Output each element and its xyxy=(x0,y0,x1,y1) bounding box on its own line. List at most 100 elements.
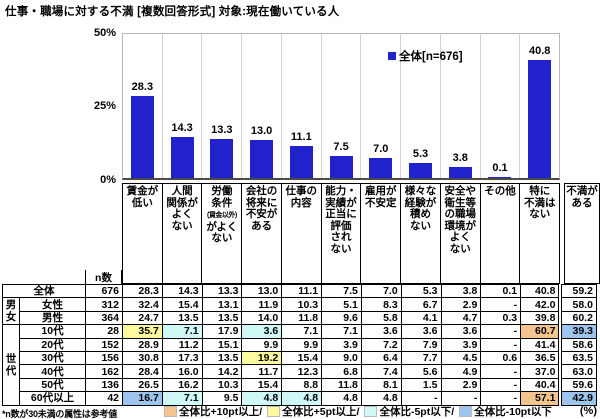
legend-color-swatch xyxy=(164,406,177,417)
category-label-dissatisfied: 不満が ある xyxy=(564,183,600,284)
table-cell: 7.2 xyxy=(360,337,402,352)
table-cell: 15.4 xyxy=(241,377,283,393)
chart-column: 5.3 xyxy=(401,34,441,178)
table-cell: - xyxy=(480,364,522,379)
table-cell: 2.9 xyxy=(440,377,482,393)
table-cell: 5.8 xyxy=(360,310,402,326)
bar-value-label: 40.8 xyxy=(529,44,551,57)
legend-color-label: 全体比+10pt以上/ xyxy=(179,406,263,418)
bar-chart-plot-area: 28.3 14.3 13.3 13.0 11.1 7.5 7.0 5.3 3.8 0.1 40.8 xyxy=(122,33,560,180)
chart-column: 28.3 xyxy=(123,34,163,178)
category-label: 雇用が 不安定 xyxy=(360,183,402,284)
n-value: 312 xyxy=(85,297,123,312)
table-cell: 36.5 xyxy=(520,350,561,366)
table-cell: 3.8 xyxy=(440,283,482,299)
table-cell: 5.1 xyxy=(321,297,362,312)
table-cell: 4.8 xyxy=(241,391,283,406)
table-cell: 19.2 xyxy=(241,350,283,366)
category-label: 能力・ 実績が 正当に 評価 され ない xyxy=(320,183,362,284)
table-cell: 41.4 xyxy=(520,337,561,352)
table-cell: - xyxy=(480,297,522,312)
table-cell: 26.5 xyxy=(122,377,163,393)
table-cell: 17.9 xyxy=(201,324,243,339)
table-cell: 32.4 xyxy=(122,297,163,312)
bar xyxy=(448,166,472,178)
category-label: 安全や 衛生等 の職場 環境が よく ない xyxy=(439,183,481,284)
bar xyxy=(210,139,234,178)
table-cell: 11.8 xyxy=(281,310,323,326)
table-cell: 14.2 xyxy=(201,364,243,379)
chart-column: 3.8 xyxy=(441,34,481,178)
table-cell: 6.4 xyxy=(360,350,402,366)
table-cell: 0.1 xyxy=(480,283,522,299)
table-cell: 10.3 xyxy=(201,377,243,393)
table-row: 40代 162 28.4 16.0 14.2 11.7 12.3 6.8 7.4 5.6 4.9-3… xyxy=(3,364,597,379)
table-cell: 35.7 xyxy=(122,324,163,339)
table-cell: 9.5 xyxy=(201,391,243,406)
category-label: 労働 条件 (賃金以外) がよく ない xyxy=(201,183,243,284)
chart-column: 0.1 xyxy=(481,34,521,178)
legend-color-swatch xyxy=(364,406,378,417)
table-cell: - xyxy=(480,391,522,406)
bar-value-label: 13.3 xyxy=(211,124,233,137)
chart-column: 7.5 xyxy=(322,34,362,178)
table-cell: 16.0 xyxy=(161,364,203,379)
n-value: 364 xyxy=(85,310,123,326)
table-cell: 4.8 xyxy=(281,391,323,406)
table-cell: 13.0 xyxy=(241,283,283,299)
table-row: 全体 676 28.3 14.3 13.3 13.0 11.1 7.5 7.0 5.3 3.8 0.1… xyxy=(2,283,597,299)
table-cell: 1.5 xyxy=(400,377,442,393)
bar-value-label: 14.3 xyxy=(171,121,193,134)
bar xyxy=(409,162,432,178)
table-cell: 28.3 xyxy=(122,283,163,299)
category-label: 会社の 将来に 不安が ある xyxy=(241,183,282,284)
table-cell: 9.9 xyxy=(241,337,283,352)
bar-value-label: 11.1 xyxy=(290,130,312,143)
row-label: 40代 xyxy=(19,364,86,379)
table-cell: 58.6 xyxy=(558,337,597,352)
table-row: 世代 10代 28 35.7 7.1 17.9 3.6 7.1 7.1 3.6 3.6 3.6-60.… xyxy=(2,324,597,406)
table-cell: 4.5 xyxy=(440,350,482,366)
table-cell: 37.0 xyxy=(520,364,561,379)
table-cell: 63.5 xyxy=(558,350,597,366)
y-axis-tick-25: 25% xyxy=(93,100,116,112)
table-cell: 9.6 xyxy=(321,310,362,326)
table-cell: 11.8 xyxy=(321,377,362,393)
table-cell: 5.6 xyxy=(400,364,442,379)
category-label: 賃金が 低い xyxy=(122,183,163,284)
table-cell: 16.7 xyxy=(122,391,163,406)
n-value: 162 xyxy=(85,364,123,379)
table-row: 60代以上 42 16.7 7.1 9.5 4.8 4.8 4.8 4.8- - -57.1 42.9 xyxy=(3,391,597,406)
table-cell: 4.8 xyxy=(360,391,402,406)
table-cell: 39.3 xyxy=(558,324,597,339)
table-row: 男女女性 312 32.4 15.4 13.1 11.9 10.3 5.1 8.3 6.7 2.9-… xyxy=(2,297,597,326)
legend-swatch-icon xyxy=(388,52,396,60)
table-cell: 3.6 xyxy=(241,324,283,339)
row-label: 全体 xyxy=(2,283,86,299)
table-cell: - xyxy=(440,391,482,406)
table-cell: - xyxy=(480,377,522,393)
y-axis-tick-50: 50% xyxy=(93,27,116,39)
table-cell: 13.5 xyxy=(201,350,243,366)
table-cell: 17.3 xyxy=(161,350,203,366)
table-cell: 13.1 xyxy=(201,297,243,312)
chart-column: 40.8 xyxy=(520,34,559,178)
bar-value-label: 3.8 xyxy=(452,151,468,164)
n-value: 42 xyxy=(85,391,123,406)
n-value: 136 xyxy=(85,377,123,393)
table-cell: 42.9 xyxy=(558,391,597,406)
table-cell: 39.8 xyxy=(520,310,561,326)
group-label: 世代 xyxy=(2,324,20,406)
table-cell: 58.0 xyxy=(558,297,597,312)
table-cell: 40.4 xyxy=(520,377,561,393)
table-cell: 4.8 xyxy=(321,391,362,406)
table-row: 男性 364 24.7 13.5 13.5 14.0 11.8 9.6 5.8 4.1 4.7 0.3… xyxy=(3,310,597,326)
category-label-row: 賃金が 低い 人間 関係が よく ない 労働 条件 (賃金以外) がよく ない 会社の 将来に 不安が ある… xyxy=(122,183,561,284)
table-cell: 24.7 xyxy=(122,310,163,326)
table-cell: - xyxy=(400,391,442,406)
row-label: 10代 xyxy=(19,324,86,339)
table-cell: 8.3 xyxy=(360,297,402,312)
table-cell: - xyxy=(480,337,522,352)
table-row: 50代 136 26.5 16.2 10.3 15.4 8.8 11.8 8.1 1.5 2.9-4… xyxy=(3,377,597,393)
bar-value-label: 28.3 xyxy=(131,80,154,93)
